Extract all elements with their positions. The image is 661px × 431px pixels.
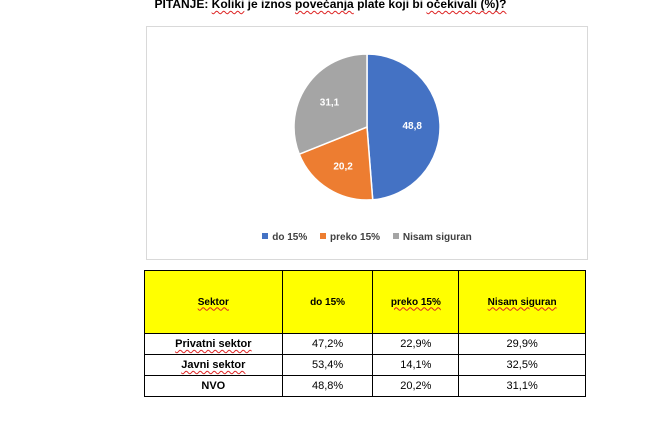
pie-slice-do-15 — [366, 53, 441, 201]
cell-nisam-siguran: 29,9% — [458, 333, 586, 355]
data-label-nisam-siguran: 31,1 — [320, 98, 340, 109]
legend-label-do-15: do 15% — [272, 232, 308, 243]
legend-item-preko-15: preko 15% — [320, 232, 380, 243]
row-sector: Privatni sektor — [144, 333, 283, 355]
legend-label-nisam-siguran: Nisam siguran — [402, 232, 472, 243]
row-sector: Javni sektor — [144, 354, 283, 376]
data-label-do-15: 48,8 — [402, 121, 422, 132]
legend-item-do-15: do 15% — [262, 232, 307, 243]
title-word-ocekivali: očekivali — [426, 0, 478, 11]
title-word-povecanja: povećanja — [295, 0, 354, 11]
table-row: NVO 48,8% 20,2% 31,1% — [144, 375, 586, 397]
pie-slice-nisam-siguran — [293, 53, 368, 156]
pie-chart: 48,8 20,2 31,1 — [293, 53, 441, 201]
cell-do-15: 48,8% — [281, 375, 374, 397]
header-nisam-siguran-label: Nisam siguran — [487, 296, 557, 308]
cell-preko-15: 22,9% — [372, 333, 460, 355]
header-preko-15: preko 15% — [372, 270, 460, 334]
page-title: PITANJE: Koliki je iznos povećanja plate… — [0, 0, 661, 11]
cell-nisam-siguran: 32,5% — [458, 354, 586, 376]
cell-do-15: 53,4% — [281, 354, 374, 376]
cell-preko-15: 14,1% — [372, 354, 460, 376]
cell-do-15: 47,2% — [281, 333, 374, 355]
cell-preko-15: 20,2% — [372, 375, 460, 397]
title-word-koliki: Koliki — [211, 0, 245, 11]
pie-slice-preko-15 — [298, 125, 374, 201]
sector-name: Javni sektor — [181, 359, 246, 371]
cell-nisam-siguran: 31,1% — [458, 375, 586, 397]
header-do-15: do 15% — [281, 270, 374, 334]
title-suffix: (%)? — [477, 0, 507, 11]
header-sektor: Sektor — [144, 270, 283, 334]
legend-item-nisam-siguran: Nisam siguran — [392, 232, 472, 243]
legend-swatch-do-15 — [262, 233, 269, 239]
legend-swatch-preko-15 — [320, 233, 327, 239]
table-row: Javni sektor 53,4% 14,1% 32,5% — [144, 354, 586, 376]
chart-area: 48,8 20,2 31,1 do 15% preko 15% Nisam sigu… — [146, 26, 588, 260]
header-preko-15-label: preko 15% — [390, 296, 441, 308]
title-prefix: PITANJE: — [154, 0, 212, 11]
legend-label-preko-15: preko 15% — [330, 232, 381, 243]
legend-swatch-nisam-siguran — [392, 233, 399, 239]
title-mid2: plate koji bi — [353, 0, 427, 11]
header-sektor-label: Sektor — [197, 296, 229, 308]
table-row: Privatni sektor 47,2% 22,9% 29,9% — [144, 333, 586, 355]
header-nisam-siguran: Nisam siguran — [458, 270, 586, 334]
chart-legend: do 15% preko 15% Nisam siguran — [147, 232, 587, 243]
data-label-preko-15: 20,2 — [333, 162, 353, 173]
title-mid: je iznos — [244, 0, 296, 11]
table-header-row: Sektor do 15% preko 15% Nisam siguran — [144, 270, 586, 334]
sector-name: Privatni sektor — [175, 338, 252, 350]
row-sector: NVO — [144, 375, 283, 397]
results-table: Sektor do 15% preko 15% Nisam siguran Pr… — [144, 270, 586, 397]
